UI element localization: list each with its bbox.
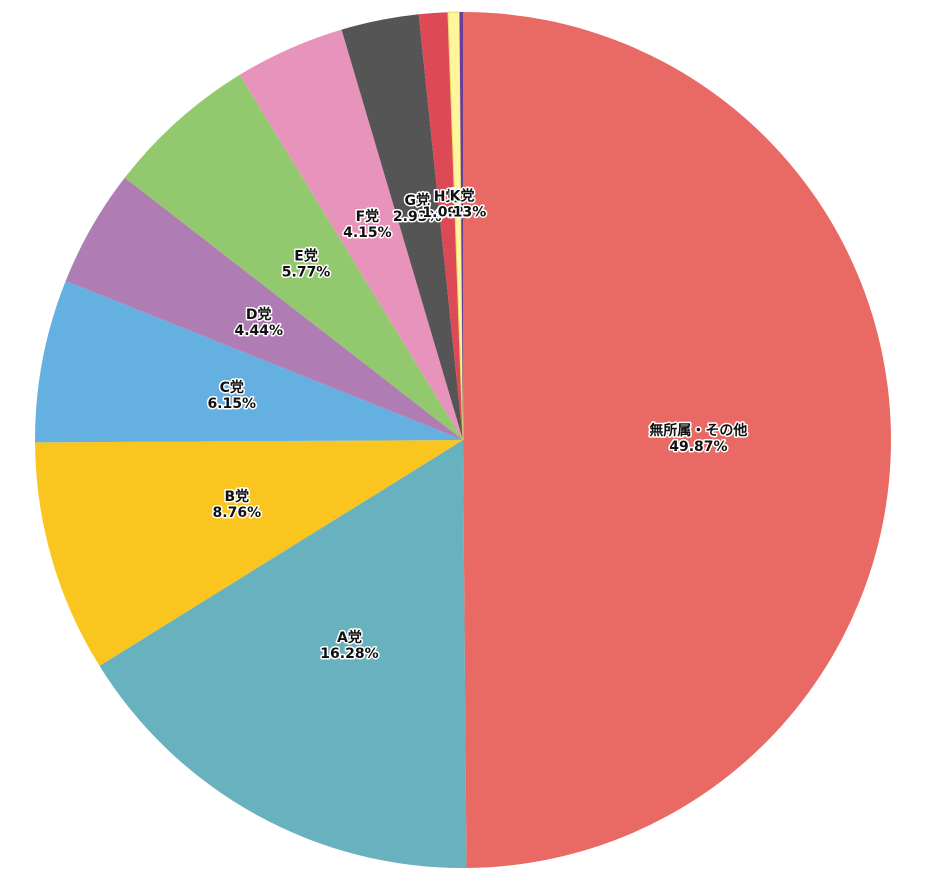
pie-slice (35, 440, 464, 666)
slice-label: 無所属・その他 (649, 422, 747, 439)
slice-value-label: 49.87% (669, 439, 727, 455)
pie-slice (239, 29, 463, 441)
pie-slice (341, 14, 463, 441)
slice-value-label: 6.15% (207, 396, 256, 412)
slice-label: A党 (337, 629, 362, 646)
pie-slice (99, 440, 467, 868)
slice-value-label: 1.09% (422, 205, 471, 221)
slice-value-label: 16.28% (320, 646, 378, 662)
slice-label: H党 (434, 188, 460, 205)
pie-slice (35, 280, 464, 443)
slice-value-label: 4.44% (234, 323, 283, 339)
slice-label: C党 (220, 379, 244, 396)
slice-value-label: 2.93% (393, 209, 442, 225)
slice-value-label: 8.76% (213, 505, 262, 521)
pie-slice (124, 74, 463, 440)
slice-value-label: 0.13% (438, 205, 487, 221)
slice-label: E党 (294, 248, 318, 265)
pie-slice (459, 12, 463, 440)
slice-label: G党 (404, 192, 430, 209)
slice-label: B党 (224, 488, 249, 505)
pie-slice (463, 12, 891, 868)
slice-value-label: 4.15% (343, 225, 392, 241)
pie-slice (65, 177, 463, 440)
pie-slice (447, 11, 464, 441)
slice-label: D党 (246, 306, 272, 323)
slice-label: K党 (450, 188, 475, 205)
slice-label: F党 (356, 208, 380, 225)
slice-value-label: 5.77% (282, 265, 331, 281)
pie-slice (418, 12, 463, 440)
